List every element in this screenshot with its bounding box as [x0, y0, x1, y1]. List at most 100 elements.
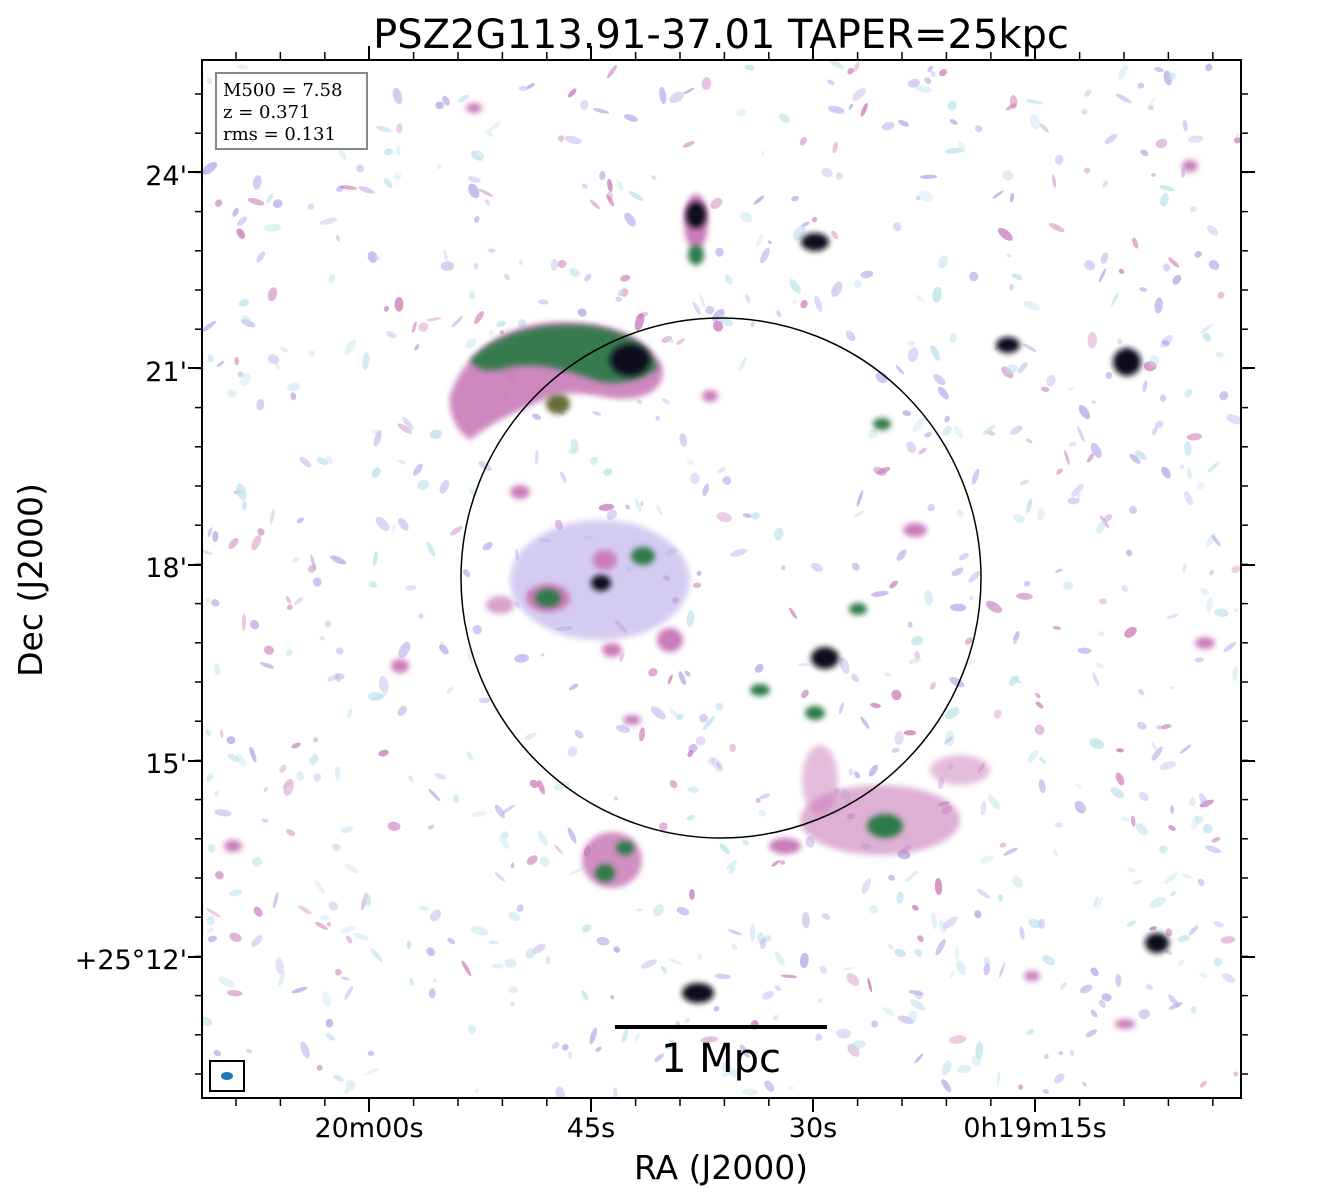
noise-speck — [875, 372, 888, 384]
noise-speck — [1149, 897, 1167, 908]
noise-speck — [439, 480, 450, 494]
noise-speck — [1054, 1073, 1065, 1084]
noise-speck — [801, 689, 809, 699]
noise-speck — [758, 809, 766, 817]
noise-speck — [514, 653, 529, 663]
noise-speck — [526, 83, 535, 89]
noise-speck — [821, 168, 833, 178]
noise-speck — [510, 1001, 515, 1007]
noise-speck — [589, 199, 600, 210]
noise-speck — [581, 990, 589, 1001]
noise-speck — [427, 824, 435, 830]
noise-speck — [1121, 585, 1129, 592]
noise-speck — [1132, 879, 1143, 885]
noise-speck — [212, 530, 219, 542]
noise-speck — [592, 411, 602, 416]
noise-speck — [478, 697, 491, 704]
noise-speck — [968, 571, 980, 583]
noise-speck — [260, 662, 275, 669]
noise-speck — [920, 174, 938, 179]
noise-speck — [912, 417, 926, 433]
noise-speck — [1025, 99, 1044, 105]
noise-speck — [1095, 662, 1104, 669]
noise-speck — [474, 1088, 479, 1094]
noise-speck — [792, 299, 797, 305]
x-tick-label: 20m00s — [314, 1113, 423, 1144]
noise-speck — [313, 773, 322, 782]
noise-speck — [615, 296, 622, 302]
noise-speck — [551, 1041, 560, 1049]
noise-speck — [722, 476, 732, 485]
noise-speck — [372, 551, 378, 567]
noise-speck — [1189, 206, 1197, 212]
noise-speck — [1146, 97, 1157, 109]
noise-speck — [1025, 438, 1033, 444]
noise-speck — [335, 647, 344, 655]
noise-speck — [655, 415, 660, 421]
noise-speck — [812, 216, 818, 223]
noise-speck — [707, 756, 715, 765]
noise-speck — [1162, 263, 1171, 272]
noise-speck — [760, 150, 765, 156]
noise-speck — [667, 674, 673, 685]
noise-speck — [1115, 772, 1125, 786]
noise-speck — [1010, 676, 1023, 684]
noise-speck — [344, 1088, 350, 1094]
noise-speck — [1080, 984, 1093, 994]
noise-speck — [799, 136, 807, 146]
noise-speck — [478, 188, 494, 197]
noise-speck — [1182, 119, 1188, 132]
noise-speck — [229, 932, 242, 943]
noise-speck — [974, 910, 982, 919]
noise-speck — [669, 91, 685, 104]
noise-speck — [428, 988, 436, 999]
noise-speck — [1008, 675, 1020, 686]
noise-speck — [679, 433, 688, 447]
noise-speck — [1102, 180, 1109, 188]
noise-speck — [1103, 514, 1113, 522]
noise-speck — [848, 768, 854, 776]
noise-speck — [516, 904, 524, 912]
noise-speck — [702, 716, 715, 731]
noise-speck — [1184, 491, 1193, 506]
r500-circle — [460, 317, 982, 839]
noise-speck — [1034, 724, 1045, 735]
noise-speck — [771, 860, 780, 867]
noise-speck — [938, 255, 948, 269]
noise-speck — [206, 908, 221, 918]
noise-speck — [971, 1054, 982, 1067]
noise-speck — [1039, 757, 1046, 764]
noise-speck — [1231, 565, 1241, 574]
noise-speck — [1177, 934, 1191, 942]
noise-speck — [1038, 918, 1045, 930]
noise-speck — [1039, 123, 1049, 133]
noise-speck — [1023, 580, 1031, 587]
noise-speck — [742, 839, 750, 846]
noise-speck — [856, 490, 864, 508]
noise-speck — [881, 121, 895, 131]
noise-speck — [332, 843, 341, 851]
noise-speck — [1052, 174, 1057, 188]
noise-speck — [396, 123, 403, 134]
noise-speck — [272, 199, 283, 208]
scale-bar: 1 Mpc — [615, 1025, 827, 1082]
noise-speck — [1042, 955, 1056, 966]
noise-speck — [1215, 351, 1224, 358]
noise-speck — [451, 315, 464, 328]
noise-speck — [308, 350, 316, 357]
noise-speck — [397, 517, 409, 531]
noise-speck — [345, 1079, 356, 1091]
noise-speck — [395, 144, 401, 156]
y-tick-label: 24' — [145, 161, 187, 192]
noise-speck — [310, 554, 317, 571]
noise-speck — [1016, 592, 1033, 600]
noise-speck — [1160, 192, 1169, 207]
noise-speck — [634, 498, 642, 513]
noise-speck — [957, 140, 966, 153]
noise-speck — [487, 248, 496, 253]
noise-speck — [942, 916, 958, 929]
plot-frame — [201, 59, 1242, 1099]
noise-speck — [894, 730, 904, 746]
noise-speck — [1098, 268, 1107, 283]
noise-speck — [1048, 222, 1065, 233]
